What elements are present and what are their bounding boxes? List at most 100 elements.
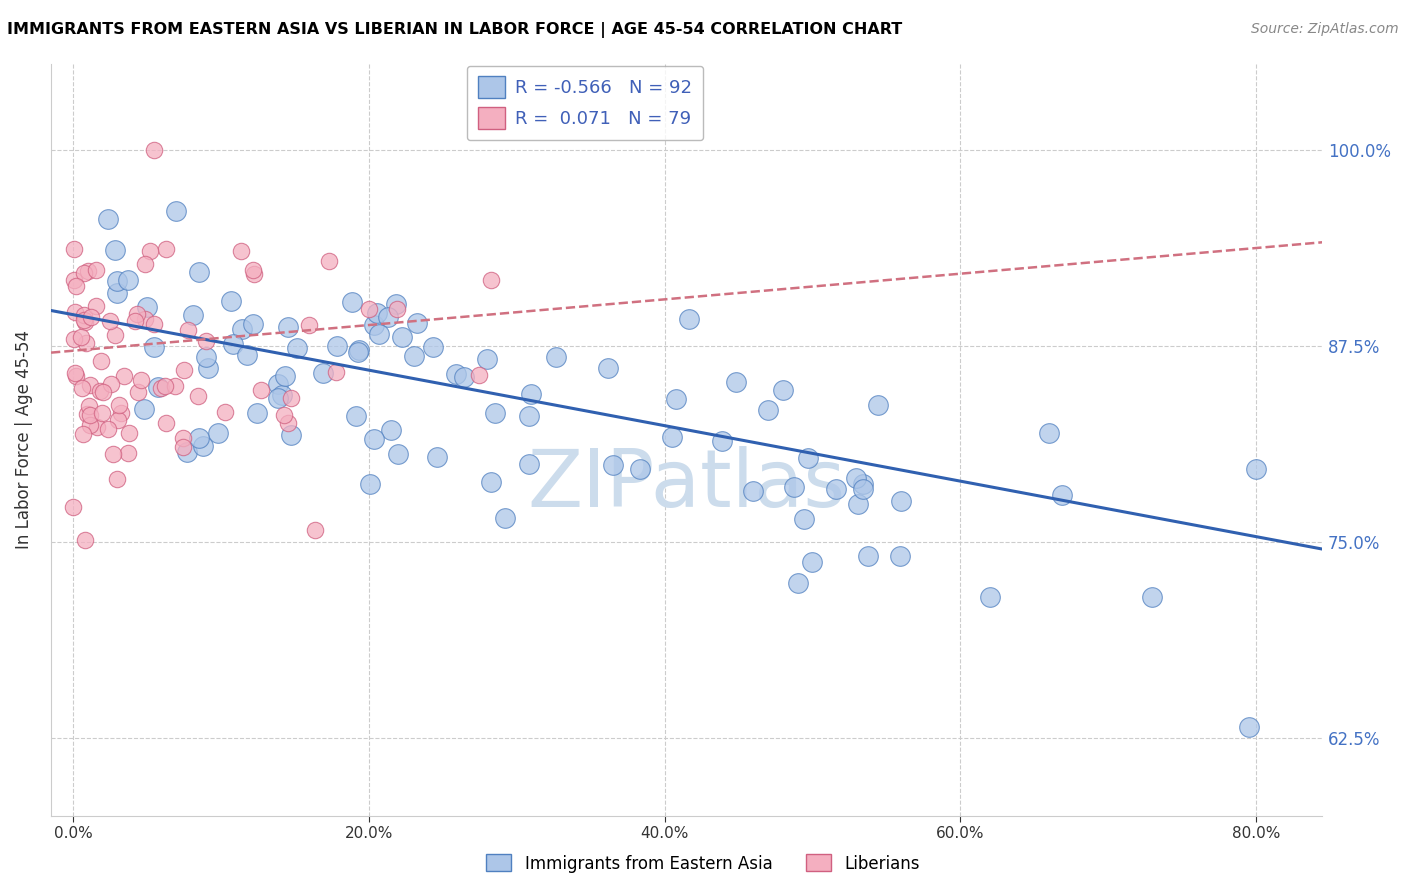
Point: [484, 406, 506, 420]
Point: [444, 367, 467, 381]
Point: [236, 348, 259, 362]
Point: [325, 365, 347, 379]
Point: [422, 340, 444, 354]
Point: [391, 330, 413, 344]
Point: [97, 212, 120, 227]
Point: [84, 262, 107, 277]
Point: [266, 377, 288, 392]
Point: [405, 316, 427, 330]
Point: [363, 318, 385, 332]
Point: [678, 312, 700, 326]
Point: [312, 366, 335, 380]
Point: [340, 295, 363, 310]
Point: [127, 307, 149, 321]
Point: [387, 447, 409, 461]
Point: [136, 300, 159, 314]
Point: [222, 336, 245, 351]
Point: [107, 275, 129, 289]
Point: [221, 293, 243, 308]
Point: [266, 391, 288, 405]
Point: [207, 426, 229, 441]
Point: [142, 317, 165, 331]
Point: [163, 379, 186, 393]
Point: [70, 329, 93, 343]
Point: [318, 253, 340, 268]
Point: [359, 477, 381, 491]
Point: [380, 423, 402, 437]
Point: [187, 265, 209, 279]
Point: [664, 392, 686, 406]
Point: [90, 354, 112, 368]
Point: [104, 327, 127, 342]
Point: [73, 315, 96, 329]
Point: [197, 361, 219, 376]
Point: [280, 428, 302, 442]
Point: [105, 286, 128, 301]
Point: [274, 369, 297, 384]
Point: [86, 420, 108, 434]
Point: [79, 418, 101, 433]
Point: [277, 416, 299, 430]
Point: [187, 389, 209, 403]
Point: [426, 450, 449, 464]
Point: [108, 398, 131, 412]
Point: [155, 416, 177, 430]
Point: [155, 242, 177, 256]
Point: [89, 384, 111, 398]
Point: [62, 332, 84, 346]
Point: [250, 383, 273, 397]
Point: [112, 369, 135, 384]
Point: [304, 523, 326, 537]
Point: [72, 427, 94, 442]
Point: [270, 388, 292, 402]
Point: [173, 363, 195, 377]
Point: [756, 402, 779, 417]
Point: [793, 511, 815, 525]
Point: [62, 242, 84, 256]
Point: [150, 382, 173, 396]
Y-axis label: In Labor Force | Age 45-54: In Labor Force | Age 45-54: [15, 330, 32, 549]
Point: [598, 361, 620, 376]
Point: [148, 379, 170, 393]
Point: [62, 500, 84, 515]
Point: [176, 445, 198, 459]
Point: [475, 351, 498, 366]
Point: [73, 308, 96, 322]
Point: [1244, 462, 1267, 476]
Point: [105, 473, 128, 487]
Point: [118, 426, 141, 441]
Point: [724, 376, 747, 390]
Point: [385, 302, 408, 317]
Point: [84, 299, 107, 313]
Point: [63, 305, 86, 319]
Point: [479, 273, 502, 287]
Point: [79, 378, 101, 392]
Point: [347, 343, 370, 358]
Point: [661, 430, 683, 444]
Point: [75, 335, 97, 350]
Text: IMMIGRANTS FROM EASTERN ASIA VS LIBERIAN IN LABOR FORCE | AGE 45-54 CORRELATION : IMMIGRANTS FROM EASTERN ASIA VS LIBERIAN…: [7, 22, 903, 38]
Point: [846, 497, 869, 511]
Point: [344, 409, 367, 424]
Point: [63, 273, 86, 287]
Point: [117, 446, 139, 460]
Point: [297, 318, 319, 333]
Point: [517, 457, 540, 471]
Point: [377, 310, 399, 324]
Point: [856, 549, 879, 564]
Legend: R = -0.566   N = 92, R =  0.071   N = 79: R = -0.566 N = 92, R = 0.071 N = 79: [467, 66, 703, 140]
Point: [866, 398, 889, 412]
Legend: Immigrants from Eastern Asia, Liberians: Immigrants from Eastern Asia, Liberians: [479, 847, 927, 880]
Point: [363, 432, 385, 446]
Point: [188, 432, 211, 446]
Point: [231, 322, 253, 336]
Point: [193, 439, 215, 453]
Point: [91, 385, 114, 400]
Point: [72, 266, 94, 280]
Point: [385, 296, 408, 310]
Point: [165, 204, 187, 219]
Point: [602, 458, 624, 472]
Point: [101, 447, 124, 461]
Point: [76, 407, 98, 421]
Point: [1038, 425, 1060, 440]
